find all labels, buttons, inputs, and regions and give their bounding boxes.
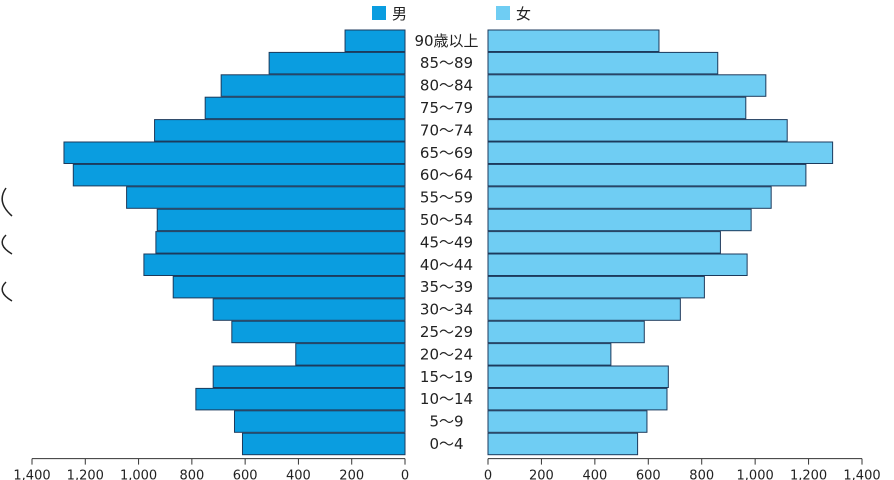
female-bar <box>487 275 705 299</box>
legend-label: 女 <box>516 5 531 23</box>
right-x-tick-label: 800 <box>689 469 714 480</box>
age-group-label: 45〜49 <box>420 233 473 251</box>
female-bars <box>487 29 834 456</box>
age-group-label: 55〜59 <box>420 189 473 207</box>
female-bar <box>487 51 719 75</box>
male-bar <box>143 253 406 276</box>
female-bar <box>487 253 748 276</box>
male-bar <box>212 365 406 388</box>
age-group-label: 25〜29 <box>420 323 473 341</box>
male-bar <box>155 231 406 254</box>
left-x-tick-label: 800 <box>179 469 204 480</box>
male-bar <box>154 119 406 142</box>
female-bar <box>487 119 788 142</box>
age-group-label: 20〜24 <box>420 345 473 363</box>
age-group-label: 90歳以上 <box>414 32 478 50</box>
male-bar <box>220 74 406 97</box>
right-x-tick-label: 1,200 <box>790 469 827 480</box>
right-x-tick-label: 1,400 <box>843 469 880 480</box>
right-x-tick-label: 0 <box>484 469 492 480</box>
male-bar <box>172 275 406 299</box>
male-bar <box>126 186 406 209</box>
female-bar <box>487 298 681 321</box>
male-bar <box>233 410 406 433</box>
male-bar <box>63 141 406 164</box>
female-bar <box>487 410 648 433</box>
male-bar <box>195 387 406 411</box>
female-bar <box>487 208 752 232</box>
right-x-tick-label: 1,000 <box>737 469 774 480</box>
left-x-tick-label: 200 <box>339 469 364 480</box>
age-group-label: 40〜44 <box>420 256 473 274</box>
female-bar <box>487 231 721 254</box>
male-bar <box>212 298 406 321</box>
legend-swatch <box>372 6 386 20</box>
age-group-label: 0〜4 <box>429 435 463 453</box>
left-edge-marks <box>1 187 13 302</box>
left-x-tick-label: 600 <box>233 469 258 480</box>
age-group-label: 10〜14 <box>420 390 473 408</box>
female-bar <box>487 141 834 164</box>
female-bar <box>487 163 807 187</box>
male-bar <box>156 208 406 232</box>
age-group-label: 15〜19 <box>420 368 473 386</box>
male-bar <box>295 343 406 366</box>
female-bar <box>487 96 747 120</box>
female-bar <box>487 343 612 366</box>
right-x-tick-label: 600 <box>636 469 661 480</box>
age-group-label: 80〜84 <box>420 77 473 95</box>
male-bar <box>344 29 406 52</box>
male-bar <box>241 432 406 456</box>
left-x-tick-label: 1,400 <box>13 469 50 480</box>
x-axes: 1,400 1,200 1,000 800 600 400 200 0 0 200 400 600 80… <box>13 458 881 480</box>
age-group-label: 85〜89 <box>420 54 473 72</box>
male-bar <box>72 163 406 187</box>
female-bar <box>487 387 668 411</box>
age-group-label: 35〜39 <box>420 278 473 296</box>
female-bar <box>487 320 645 344</box>
male-bar <box>204 96 406 120</box>
female-bar <box>487 186 772 209</box>
age-group-label: 60〜64 <box>420 166 473 184</box>
male-bars <box>63 29 406 456</box>
edge-bracket-mark <box>1 234 13 255</box>
age-group-label: 65〜69 <box>420 144 473 162</box>
left-x-tick-label: 400 <box>286 469 311 480</box>
age-group-label: 50〜54 <box>420 211 473 229</box>
edge-bracket-mark <box>1 281 13 302</box>
left-x-tick-label: 1,200 <box>67 469 104 480</box>
age-group-label: 70〜74 <box>420 121 473 139</box>
male-bar <box>268 51 406 75</box>
left-x-tick-label: 1,000 <box>120 469 157 480</box>
female-bar <box>487 74 767 97</box>
female-bar <box>487 432 639 456</box>
right-x-tick-label: 400 <box>582 469 607 480</box>
male-bar <box>231 320 406 344</box>
age-group-label: 75〜79 <box>420 99 473 117</box>
legend-label: 男 <box>392 5 407 23</box>
left-x-tick-label: 0 <box>401 469 409 480</box>
age-group-label: 30〜34 <box>420 301 473 319</box>
legend: 男女 <box>372 5 531 23</box>
legend-swatch <box>496 6 510 20</box>
age-group-labels: 90歳以上 85〜89 80〜84 75〜79 70〜74 65〜69 60〜64 55〜59… <box>414 32 478 453</box>
female-bar <box>487 29 660 52</box>
edge-bracket-mark <box>1 187 13 217</box>
right-x-tick-label: 200 <box>529 469 554 480</box>
female-bar <box>487 365 669 388</box>
age-group-label: 5〜9 <box>429 413 463 431</box>
